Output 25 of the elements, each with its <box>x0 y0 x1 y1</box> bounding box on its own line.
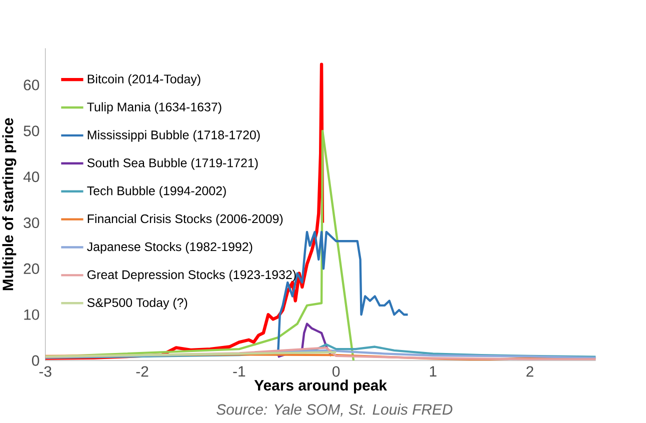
y-tick-label: 60 <box>24 80 40 90</box>
legend-label: Tulip Mania (1634-1637) <box>87 102 222 114</box>
x-tick-label: -3 <box>39 366 52 377</box>
x-tick-label: -1 <box>233 366 246 377</box>
legend-label: Mississippi Bubble (1718-1720) <box>88 130 260 142</box>
y-tick-label: 20 <box>24 263 40 274</box>
x-tick-label: 1 <box>430 366 436 377</box>
x-tick-label: -2 <box>136 366 148 377</box>
y-tick-label: 10 <box>24 309 40 320</box>
y-axis-title: Multiple of starting price <box>2 118 16 290</box>
y-tick-label: 40 <box>23 172 40 182</box>
legend-label: Bitcoin (2014-Today) <box>88 74 200 86</box>
x-tick-label: 0 <box>332 366 340 377</box>
source-note: Source: Yale SOM, St. Louis FRED <box>216 404 452 417</box>
x-axis-title: Years around peak <box>254 380 388 394</box>
y-tick-label: 0 <box>32 355 40 366</box>
legend-label: Great Depression Stocks (1923-1932) <box>87 270 296 282</box>
y-tick-label: 50 <box>24 126 40 136</box>
x-tick-label: 2 <box>526 366 534 377</box>
y-tick-label: 30 <box>24 218 40 228</box>
legend-label: Tech Bubble (1994-2002) <box>87 186 226 198</box>
legend-label: S&P500 Today (?) <box>87 298 188 310</box>
legend-label: South Sea Bubble (1719-1721) <box>87 158 258 170</box>
legend-label: Financial Crisis Stocks (2006-2009) <box>88 214 283 226</box>
legend-label: Japanese Stocks (1982-1992) <box>87 242 252 254</box>
